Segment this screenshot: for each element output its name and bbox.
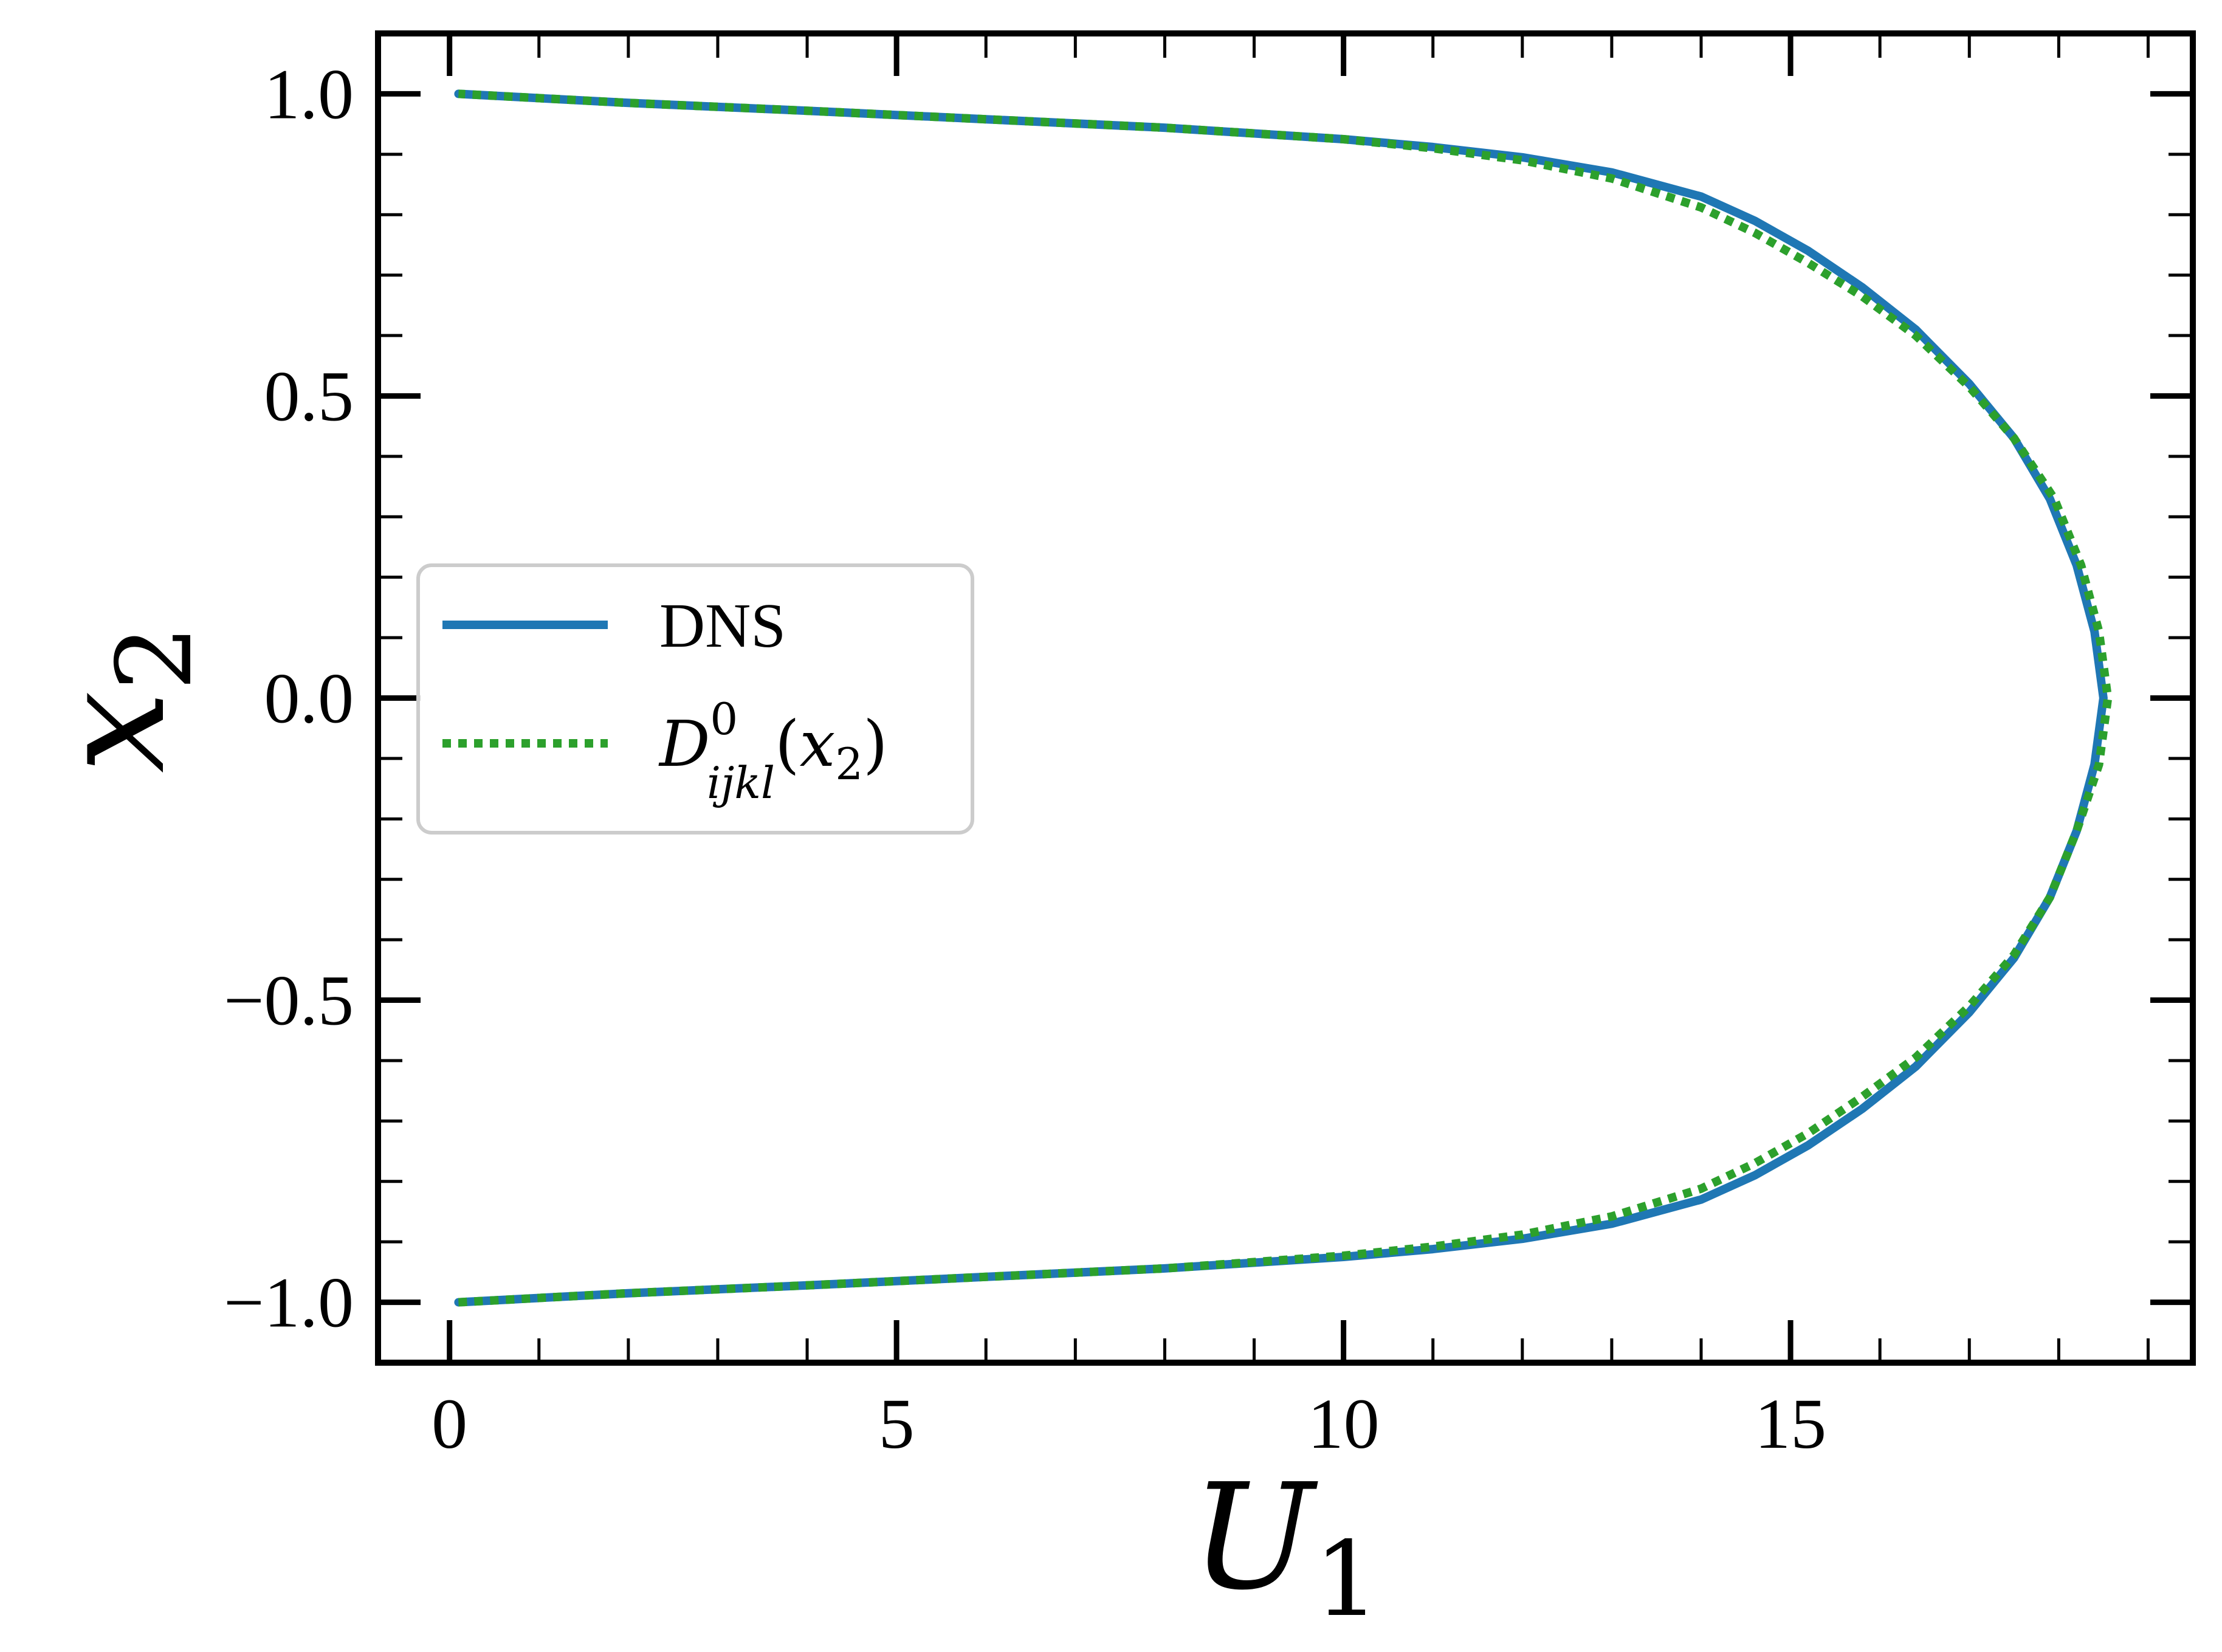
legend-label-dns: DNS bbox=[659, 591, 786, 661]
x-axis-label-base: U bbox=[1191, 1452, 1318, 1622]
legend-math-arg: x bbox=[800, 707, 836, 781]
legend-math-open-paren: ( bbox=[775, 707, 800, 781]
legend-math-arg-sub: 2 bbox=[835, 738, 863, 790]
legend-box bbox=[416, 563, 974, 835]
y-axis-label-base: x bbox=[27, 690, 198, 773]
legend-math-close-paren: ) bbox=[863, 707, 888, 781]
y-tick-label: 1.0 bbox=[264, 54, 354, 134]
y-tick-label: 0.0 bbox=[264, 659, 354, 738]
x-tick-label: 10 bbox=[1308, 1384, 1380, 1464]
legend-math-sub: ijkl bbox=[707, 757, 775, 808]
series-line-dns bbox=[454, 89, 2108, 1307]
y-tick-label: 0.5 bbox=[264, 356, 354, 436]
x-tick-label: 0 bbox=[432, 1384, 467, 1464]
y-tick-label: −1.0 bbox=[224, 1263, 354, 1343]
plot-frame bbox=[375, 30, 2196, 1366]
y-axis-label-subscript: 2 bbox=[95, 625, 215, 690]
legend-label-d0ijkl: D0 ijkl(x2) bbox=[658, 693, 888, 808]
y-axis-label: x2 bbox=[27, 625, 215, 773]
legend: DNS D0 ijkl(x2) bbox=[416, 563, 974, 835]
x-axis-label: U1 bbox=[1191, 1452, 1380, 1640]
legend-math-base: D bbox=[658, 707, 710, 781]
x-axis-label-subscript: 1 bbox=[1314, 1519, 1380, 1640]
y-tick-label: −0.5 bbox=[224, 961, 354, 1041]
series-layer bbox=[454, 89, 2113, 1307]
legend-math-sup: 0 bbox=[710, 693, 738, 745]
x-tick-label: 5 bbox=[879, 1384, 915, 1464]
tick-label-layer: 0 5 10 15 −1.0 −0.5 0.0 0.5 1.0 bbox=[224, 54, 1826, 1464]
x-tick-label: 15 bbox=[1755, 1384, 1826, 1464]
